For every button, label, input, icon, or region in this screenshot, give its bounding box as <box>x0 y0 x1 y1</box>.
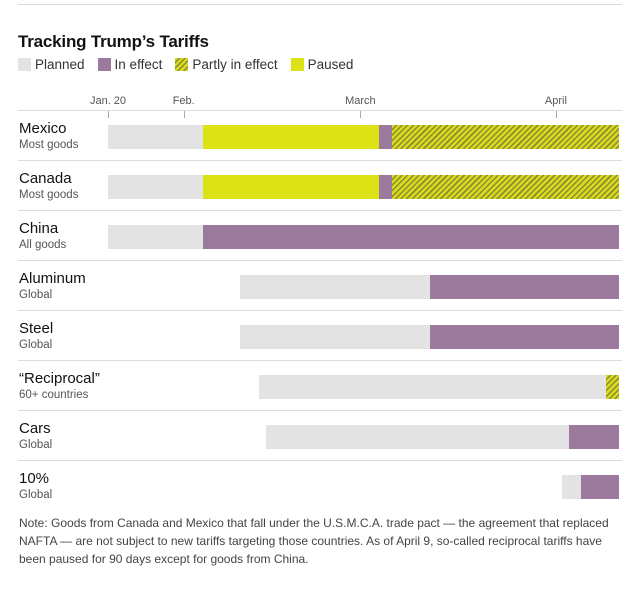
legend-item-planned: Planned <box>18 57 85 72</box>
legend-item-partly: Partly in effect <box>175 57 278 72</box>
row-sublabel: All goods <box>19 239 67 251</box>
bar-segment-effect <box>379 175 392 199</box>
row-divider <box>18 310 622 311</box>
legend-swatch-partly <box>175 58 189 71</box>
x-tick-label: Feb. <box>172 95 195 107</box>
row-label: “Reciprocal” <box>19 370 100 387</box>
x-tick-mark <box>184 110 185 118</box>
legend-label-in-effect: In effect <box>114 57 163 72</box>
row-sublabel: Global <box>19 289 53 301</box>
bar-segment-planned <box>259 375 607 399</box>
legend-swatch-paused <box>290 58 304 71</box>
legend-label-paused: Paused <box>307 57 354 72</box>
bar-segment-effect <box>429 325 619 349</box>
bar-segment-planned <box>265 425 569 449</box>
bar-segment-partly <box>391 175 619 199</box>
bar-segment-effect <box>581 475 619 499</box>
row-divider <box>18 110 622 111</box>
top-rule <box>18 4 622 5</box>
bar-segment-paused <box>202 175 380 199</box>
row-sublabel: Global <box>19 439 53 451</box>
bar-segment-effect <box>379 125 392 149</box>
legend-item-paused: Paused <box>290 57 354 72</box>
footnote: Note: Goods from Canada and Mexico that … <box>19 516 609 566</box>
legend: Planned In effect Partly in effect Pause… <box>18 57 366 72</box>
row-divider <box>18 360 622 361</box>
bar-segment-planned <box>108 175 203 199</box>
bar-segment-planned <box>240 325 430 349</box>
row-sublabel: Global <box>19 489 53 501</box>
bar-segment-planned <box>562 475 582 499</box>
row-sublabel: Global <box>19 339 53 351</box>
bar-segment-partly <box>391 125 619 149</box>
row-label: Canada <box>19 170 72 187</box>
row-label: Cars <box>19 420 51 437</box>
x-tick-label: April <box>544 95 567 107</box>
legend-label-planned: Planned <box>35 57 85 72</box>
row-label: Steel <box>19 320 54 337</box>
x-tick-mark <box>556 110 557 118</box>
row-label: Aluminum <box>19 270 86 287</box>
bar-segment-paused <box>202 125 380 149</box>
row-divider <box>18 460 622 461</box>
row-sublabel: Most goods <box>19 189 79 201</box>
legend-swatch-planned <box>18 58 31 71</box>
row-sublabel: 60+ countries <box>19 389 89 401</box>
row-divider <box>18 410 622 411</box>
row-divider <box>18 210 622 211</box>
row-label: China <box>19 220 59 237</box>
chart-title: Tracking Trump’s Tariffs <box>18 32 209 51</box>
legend-item-in-effect: In effect <box>97 57 163 72</box>
bar-segment-effect <box>429 275 619 299</box>
row-sublabel: Most goods <box>19 139 79 151</box>
x-tick-label: March <box>345 95 376 107</box>
row-divider <box>18 160 622 161</box>
bar-segment-planned <box>108 125 203 149</box>
x-tick-label: Jan. 20 <box>89 95 127 107</box>
legend-label-partly: Partly in effect <box>192 57 278 72</box>
bar-segment-effect <box>202 225 619 249</box>
bar-segment-effect <box>568 425 619 449</box>
row-label: 10% <box>19 470 50 487</box>
row-label: Mexico <box>19 120 67 137</box>
x-tick-mark <box>360 110 361 118</box>
bar-segment-planned <box>108 225 203 249</box>
row-divider <box>18 260 622 261</box>
bar-segment-partly <box>606 375 619 399</box>
bar-segment-planned <box>240 275 430 299</box>
legend-swatch-in-effect <box>97 58 111 71</box>
x-tick-mark <box>108 110 109 118</box>
